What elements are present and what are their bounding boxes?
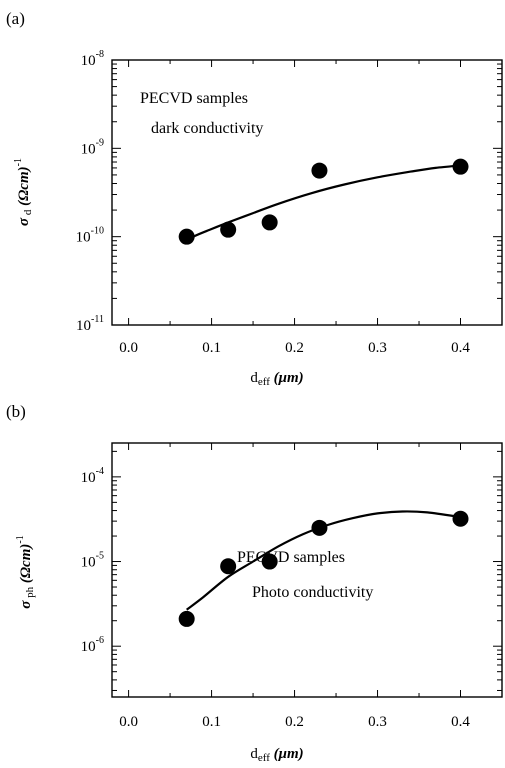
- x-tick-label: 0.3: [368, 714, 387, 730]
- y-axis-title: σ d (Ωcm)-1: [13, 158, 34, 226]
- y-tick-label: 10-5: [81, 551, 104, 571]
- y-tick-label: 10-4: [81, 466, 104, 486]
- panel-label: (b): [6, 402, 26, 421]
- y-tick-label: 10-8: [81, 49, 104, 69]
- x-axis-title: deff (μm): [250, 746, 303, 764]
- x-tick-label: 0.2: [285, 340, 304, 356]
- plot-frame: [111, 442, 503, 698]
- x-tick-label: 0.4: [451, 714, 470, 730]
- panel-label: (a): [6, 9, 25, 28]
- x-tick-label: 0.0: [119, 714, 138, 730]
- annotation-line: Photo conductivity: [252, 584, 373, 601]
- x-tick-label: 0.4: [451, 340, 470, 356]
- data-point: [178, 228, 195, 245]
- y-tick-label: 10-10: [76, 226, 104, 246]
- data-point: [311, 162, 328, 179]
- fit-curve: [181, 164, 461, 244]
- plot-frame: [111, 59, 503, 326]
- x-tick-label: 0.0: [119, 340, 138, 356]
- chart-panel-b: (b) 0.0 0.1 0.2 0.3 0.4 10-6 10-5 10-4 PECVD samp…: [6, 402, 503, 764]
- y-axis-title: σ ph (Ωcm)-1: [15, 535, 36, 608]
- y-tick-label: 10-11: [76, 314, 104, 334]
- x-tick-label: 0.3: [368, 340, 387, 356]
- annotation-line: dark conductivity: [151, 120, 263, 137]
- data-point: [452, 158, 469, 175]
- x-axis-title: deff (μm): [250, 370, 303, 388]
- y-tick-label: 10-9: [81, 137, 104, 157]
- data-point: [178, 610, 195, 627]
- chart-panel-a: (a) 0.0 0.1 0.2 0.3 0.4 10-11 10-10 10-9 10-8 PECV…: [6, 9, 503, 388]
- y-tick-label: 10-6: [81, 635, 104, 655]
- data-point: [220, 221, 237, 238]
- data-point: [261, 214, 278, 231]
- x-tick-label: 0.1: [202, 340, 221, 356]
- data-point: [220, 558, 237, 575]
- annotation-line: PECVD samples: [237, 549, 345, 566]
- x-tick-label: 0.2: [285, 714, 304, 730]
- data-point: [452, 510, 469, 527]
- x-tick-label: 0.1: [202, 714, 221, 730]
- data-point: [311, 519, 328, 536]
- annotation-line: PECVD samples: [140, 90, 248, 107]
- data-point: [261, 553, 278, 570]
